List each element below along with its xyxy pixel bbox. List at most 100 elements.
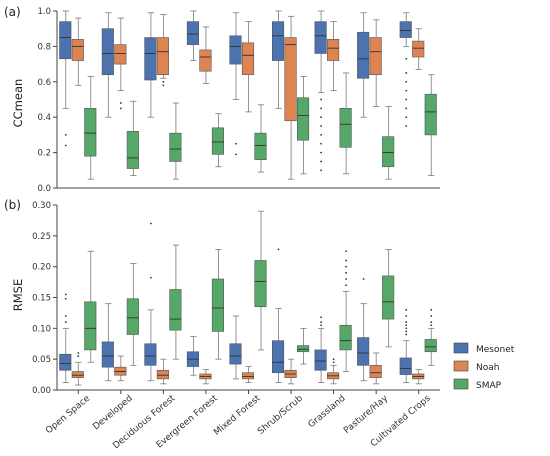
panel-a-noah-pasture-hay-box xyxy=(369,37,382,76)
panel-b-plot: 0.00 0.05 0.10 0.15 0.20 0.25 0.30 xyxy=(32,201,440,396)
panel-a-mesonet-mixed-forest-outlier xyxy=(235,153,237,156)
panel-b-smap-open-space-box xyxy=(84,301,97,351)
panel-b-mesonet-pasture-hay-outlier xyxy=(362,278,365,280)
panel-b-mesonet-deciduous-forest-outlier xyxy=(149,222,152,225)
panel-a-smap-cultivated-crops-box xyxy=(424,93,437,136)
panel-b-mesonet-shrub-scrub-outlier xyxy=(277,248,280,251)
panel-b-mesonet-cultivated-crops-outlier xyxy=(405,315,408,317)
legend-label-mesonet: Mesonet xyxy=(476,345,515,355)
panel-a-mesonet-developed-box xyxy=(101,28,114,76)
panel-b-smap-grassland-box xyxy=(339,324,352,351)
panel-b-mesonet-open-space-outlier xyxy=(64,321,67,324)
panel-b-smap-mixed-forest-box xyxy=(254,260,267,308)
panel-b-mesonet-grassland-outlier xyxy=(320,324,323,327)
panel-a-ytick-label: 0.6 xyxy=(37,78,51,88)
panel-b-noah-open-space-outlier xyxy=(77,352,80,354)
legend: Mesonet Noah SMAP xyxy=(453,342,515,391)
panel-b-ytick-label: 0.00 xyxy=(32,386,51,396)
panel-a-noah-deciduous-forest-box xyxy=(156,37,169,76)
panel-a-label: (a) xyxy=(4,5,21,19)
panel-a-noah-grassland-box xyxy=(327,39,340,61)
xtick-label-mixed-forest: Mixed Forest xyxy=(212,393,262,438)
panel-b-ytick-label: 0.10 xyxy=(32,324,51,334)
panel-a-mesonet-grassland-outlier xyxy=(320,134,323,136)
panel-b-mesonet-deciduous-forest-outlier xyxy=(149,276,152,279)
legend-label-smap: SMAP xyxy=(476,381,502,391)
panel-b-noah-deciduous-forest-box xyxy=(156,369,169,380)
panel-b-mesonet-open-space-box xyxy=(59,353,72,371)
panel-b-noah-mixed-forest-box xyxy=(241,372,255,380)
panel-a-mesonet-grassland-outlier xyxy=(320,151,323,154)
panel-a-noah-developed-outlier xyxy=(119,107,122,110)
panel-a-noah-mixed-forest-box xyxy=(241,42,255,76)
panel-b-smap-grassland-outlier xyxy=(345,278,348,280)
panel-b-smap-evergreen-forest-box xyxy=(211,278,224,332)
panel-b-smap-grassland-outlier xyxy=(345,284,348,287)
panel-a-smap-grassland-box xyxy=(339,108,352,148)
panel-b-smap-cultivated-crops-outlier xyxy=(430,321,433,324)
panel-a-smap-mixed-forest-box xyxy=(254,132,267,160)
panel-a-mesonet-cultivated-crops-outlier xyxy=(405,89,408,92)
panel-a-mesonet-pasture-hay-box xyxy=(357,31,370,79)
panel-a-noah-deciduous-forest-outlier xyxy=(162,80,165,83)
panel-a-mesonet-open-space-outlier xyxy=(64,144,67,147)
panel-b-smap-grassland-outlier xyxy=(345,271,348,274)
panel-a-mesonet-grassland-outlier xyxy=(320,169,323,172)
legend-label-noah: Noah xyxy=(476,363,499,373)
panel-b-smap-shrub-scrub-box xyxy=(297,345,310,353)
panel-b-mesonet-developed-box xyxy=(101,341,114,368)
panel-b-mesonet-mixed-forest-box xyxy=(229,343,242,365)
panel-a-mesonet-evergreen-forest-box xyxy=(186,21,199,45)
panel-b-ytick-label: 0.25 xyxy=(32,232,51,242)
panel-a-smap-open-space-box xyxy=(84,108,97,157)
panel-a-ytick-label: 0.0 xyxy=(37,184,51,194)
panel-b-mesonet-cultivated-crops-outlier xyxy=(405,321,408,324)
panel-b-ylabel: RMSE xyxy=(11,279,25,311)
panel-a-noah-developed-box xyxy=(114,44,127,65)
panel-b-ytick-label: 0.20 xyxy=(32,263,51,273)
panel-a-mesonet-grassland-outlier xyxy=(320,160,323,163)
panel-a-mesonet-grassland-outlier xyxy=(320,142,323,145)
panel-b-label: (b) xyxy=(4,198,21,212)
panel-b-smap-pasture-hay-box xyxy=(382,275,395,320)
xtick-label-open-space: Open Space xyxy=(44,393,92,436)
panel-b-smap-cultivated-crops-outlier xyxy=(430,315,433,317)
panel-a-mesonet-cultivated-crops-outlier xyxy=(405,125,408,127)
panel-b-mesonet-cultivated-crops-box xyxy=(399,357,412,375)
panel-a-mesonet-cultivated-crops-outlier xyxy=(405,107,408,110)
panel-b-mesonet-shrub-scrub-box xyxy=(272,340,285,374)
panel-b-mesonet-pasture-hay-box xyxy=(357,337,370,366)
legend-swatch-noah xyxy=(453,360,469,372)
panel-a-mesonet-mixed-forest-outlier xyxy=(235,142,237,145)
panel-b-smap-grassland-outlier xyxy=(345,259,348,262)
panel-b-mesonet-cultivated-crops-outlier xyxy=(405,327,408,330)
panel-a-smap-shrub-scrub-box xyxy=(297,97,310,141)
panel-b-noah-open-space-outlier xyxy=(77,355,80,357)
panel-b-ytick-label: 0.15 xyxy=(32,294,51,304)
panel-a-smap-pasture-hay-box xyxy=(382,136,395,168)
panel-a-mesonet-cultivated-crops-outlier xyxy=(405,116,408,119)
panel-a-smap-deciduous-forest-box xyxy=(169,132,182,162)
panel-b-smap-developed-box xyxy=(126,298,139,335)
panel-b-mesonet-open-space-outlier xyxy=(64,297,67,300)
panel-b-mesonet-deciduous-forest-box xyxy=(144,343,157,366)
panel-a-noah-evergreen-forest-box xyxy=(199,49,212,72)
panel-a-mesonet-open-space-box xyxy=(59,21,72,60)
panel-b-smap-cultivated-crops-box xyxy=(424,339,437,353)
panel-a-ylabel: CCmean xyxy=(11,79,25,128)
panel-a-mesonet-mixed-forest-box xyxy=(229,35,242,65)
panel-a-ytick-label: 1.0 xyxy=(37,7,51,17)
panel-a-ytick-label: 0.8 xyxy=(37,42,51,52)
panel-b-noah-grassland-outlier xyxy=(332,358,335,361)
panel-a-noah-shrub-scrub-box xyxy=(284,37,297,122)
panel-b-noah-pasture-hay-box xyxy=(369,365,382,378)
panel-a-smap-evergreen-forest-box xyxy=(211,127,224,155)
panel-b-mesonet-grassland-outlier xyxy=(320,316,323,319)
panel-b-smap-grassland-outlier xyxy=(345,250,348,253)
panel-a-mesonet-open-space-outlier xyxy=(64,134,67,136)
panel-a-mesonet-cultivated-crops-outlier xyxy=(405,80,408,83)
panel-a-noah-cultivated-crops-box xyxy=(412,40,425,58)
xtick-label-shrub-scrub: Shrub/Scrub xyxy=(256,393,305,436)
